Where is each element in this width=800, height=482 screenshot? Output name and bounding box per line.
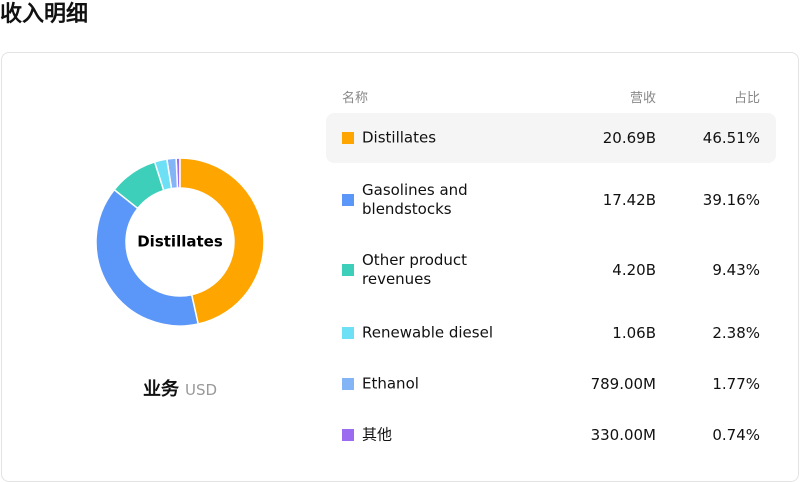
segment-name: Gasolines and blendstocks xyxy=(362,181,468,218)
caption: 业务 USD xyxy=(62,375,298,401)
table-row[interactable]: Distillates 20.69B 46.51% xyxy=(326,113,776,163)
revenue: 330.00M xyxy=(590,426,656,444)
column-header: 名称 xyxy=(342,91,369,106)
segment-name: Distillates xyxy=(362,128,437,147)
donut-slice[interactable] xyxy=(113,160,165,210)
table-row[interactable]: Ethanol 789.00M 1.77% xyxy=(326,365,776,403)
legend-swatch xyxy=(342,429,354,441)
unit: USD xyxy=(184,381,218,399)
revenue: 789.00M xyxy=(590,375,656,393)
legend-swatch xyxy=(342,264,354,276)
table-row[interactable]: Gasolines and blendstocks 17.42B 39.16% xyxy=(326,174,776,226)
share: 39.16% xyxy=(702,191,760,209)
share: 0.74% xyxy=(712,426,760,444)
table-row[interactable]: 其他 330.00M 0.74% xyxy=(326,416,776,454)
segment-name: Other product revenues xyxy=(362,251,468,288)
revenue: 1.06B xyxy=(612,324,656,342)
page-title: 收入明细 xyxy=(0,2,89,27)
table-header: 名称 营收 占比 xyxy=(342,87,760,106)
table-row[interactable]: Renewable diesel 1.06B 2.38% xyxy=(326,314,776,352)
card: Distillates 业务 USD 名称 营收 占比 Distillates 20… xyxy=(1,52,799,482)
legend-swatch xyxy=(342,194,354,206)
donut-slice[interactable] xyxy=(179,157,265,325)
segment-name: 其他 xyxy=(362,425,393,444)
donut-chart: Distillates xyxy=(95,157,265,327)
table-row[interactable]: Other product revenues 4.20B 9.43% xyxy=(326,244,776,296)
donut-slice[interactable] xyxy=(95,188,200,327)
center-label: Distillates xyxy=(137,233,223,251)
revenue: 17.42B xyxy=(602,191,656,209)
revenue: 20.69B xyxy=(602,129,656,147)
segment-name: Ethanol xyxy=(362,374,419,393)
caption-text: 业务 xyxy=(142,379,179,400)
segment-name: Renewable diesel xyxy=(362,323,493,342)
column-header: 占比 xyxy=(733,91,760,106)
column-header: 营收 xyxy=(629,91,656,106)
share: 9.43% xyxy=(712,261,760,279)
legend-swatch xyxy=(342,132,354,144)
share: 2.38% xyxy=(712,324,760,342)
share: 1.77% xyxy=(712,375,760,393)
share: 46.51% xyxy=(702,129,760,147)
revenue: 4.20B xyxy=(612,261,656,279)
legend-swatch xyxy=(342,378,354,390)
legend-swatch xyxy=(342,327,354,339)
